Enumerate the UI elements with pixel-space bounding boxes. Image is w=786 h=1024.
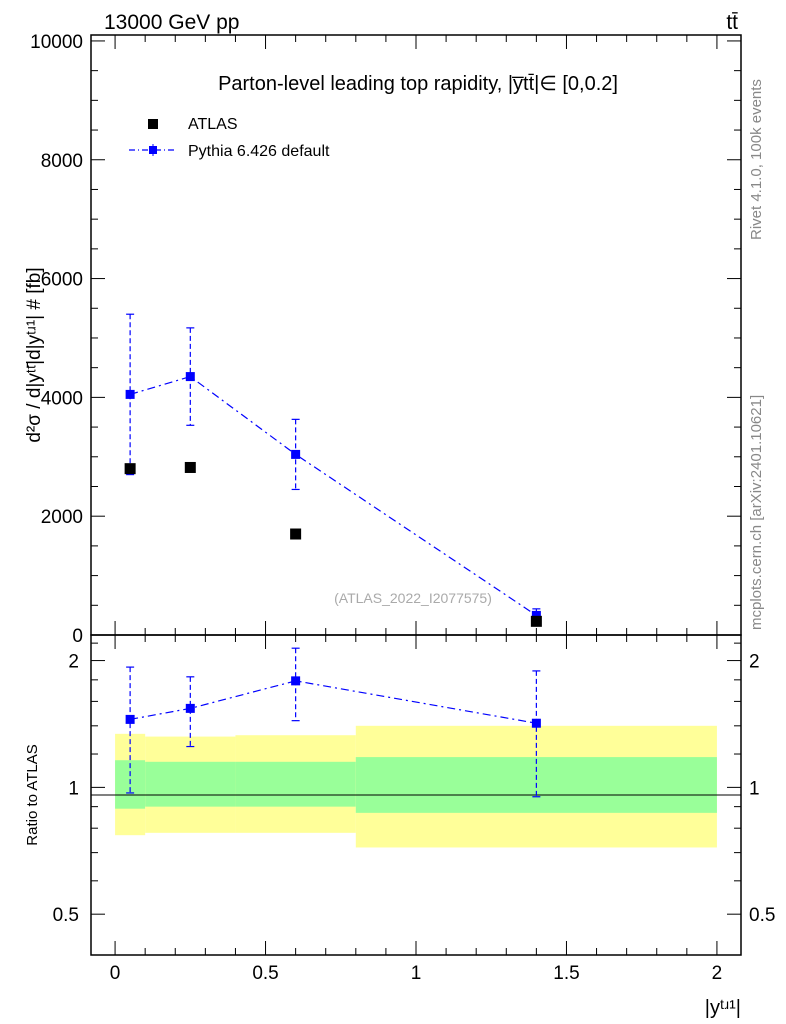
ratio-inner-band (235, 761, 356, 807)
main-y-tick-label: 6000 (41, 270, 83, 291)
ratio-axis-ticks: 0.5 0.5 1 1 2 2 0 0.5 1 1.5 2 (53, 635, 775, 984)
legend-atlas-marker (148, 119, 158, 129)
ratio-y-tick-label: 0.5 (53, 905, 79, 926)
ratio-data-marks (125, 647, 541, 798)
ratio-pythia-point (125, 714, 135, 724)
ratio-y-tick-label-right: 2 (749, 652, 760, 673)
ratio-frame (90, 634, 742, 956)
ratio-y-tick-label: 1 (68, 778, 79, 799)
analysis-watermark: (ATLAS_2022_I2077575) (334, 590, 492, 606)
pythia-point (291, 449, 301, 459)
ratio-pythia-line (130, 680, 537, 724)
x-tick-label: 1 (411, 963, 422, 984)
main-data-marks (124, 313, 542, 627)
x-tick-label: 0 (110, 963, 121, 984)
atlas-point (290, 528, 302, 540)
ratio-inner-band (115, 760, 146, 809)
ratio-pythia-point (531, 718, 541, 728)
atlas-point (124, 463, 136, 475)
main-y-axis-label: d²σ / d|yᵗᵗ̄|d|yᵗʴ¹| # [fb] (24, 267, 45, 442)
main-panel: Parton-level leading top rapidity, |y̅tt… (24, 32, 742, 647)
ratio-y-tick-label-right: 1 (749, 778, 760, 799)
main-y-tick-label: 10000 (30, 32, 83, 53)
main-axis-ticks: 0 2000 4000 6000 8000 10000 (30, 32, 741, 647)
energy-label: 13000 GeV pp (104, 11, 239, 34)
pythia-point (185, 372, 195, 382)
x-tick-label: 1.5 (553, 963, 579, 984)
x-axis-label: |yᵗʴ¹| (705, 997, 741, 1019)
ratio-panel: 0.5 0.5 1 1 2 2 0 0.5 1 1.5 2 Ratio to ATLAS (24, 634, 775, 984)
pythia-point (531, 610, 541, 620)
process-label: tt̄ (726, 11, 738, 34)
main-y-tick-label: 4000 (41, 388, 83, 409)
pythia-series-line (129, 375, 537, 616)
ratio-pythia-point (291, 676, 301, 686)
ratio-y-tick-label: 2 (68, 652, 79, 673)
plot-title: Parton-level leading top rapidity, |y̅tt… (218, 73, 618, 95)
atlas-point (184, 461, 196, 473)
legend: ATLAS Pythia 6.426 default (129, 116, 330, 160)
main-y-tick-label: 0 (72, 626, 83, 647)
x-tick-label: 0.5 (252, 963, 278, 984)
ratio-uncertainty-bands (115, 725, 717, 848)
ratio-pythia-point (185, 703, 195, 713)
pythia-point (125, 389, 135, 399)
rivet-note: Rivet 4.1.0, 100k events (748, 79, 765, 240)
main-y-tick-label: 8000 (41, 151, 83, 172)
legend-pythia-marker (149, 146, 157, 154)
legend-atlas-label: ATLAS (188, 116, 238, 133)
legend-pythia-label: Pythia 6.426 default (188, 143, 330, 160)
ratio-inner-band (145, 761, 236, 807)
ratio-y-tick-label-right: 0.5 (749, 905, 775, 926)
atlas-point (530, 615, 542, 627)
ratio-y-axis-label: Ratio to ATLAS (24, 744, 41, 845)
x-tick-label: 2 (712, 963, 723, 984)
main-y-tick-label: 2000 (41, 507, 83, 528)
mcplots-note: mcplots.cern.ch [arXiv:2401.10621] (748, 395, 765, 630)
